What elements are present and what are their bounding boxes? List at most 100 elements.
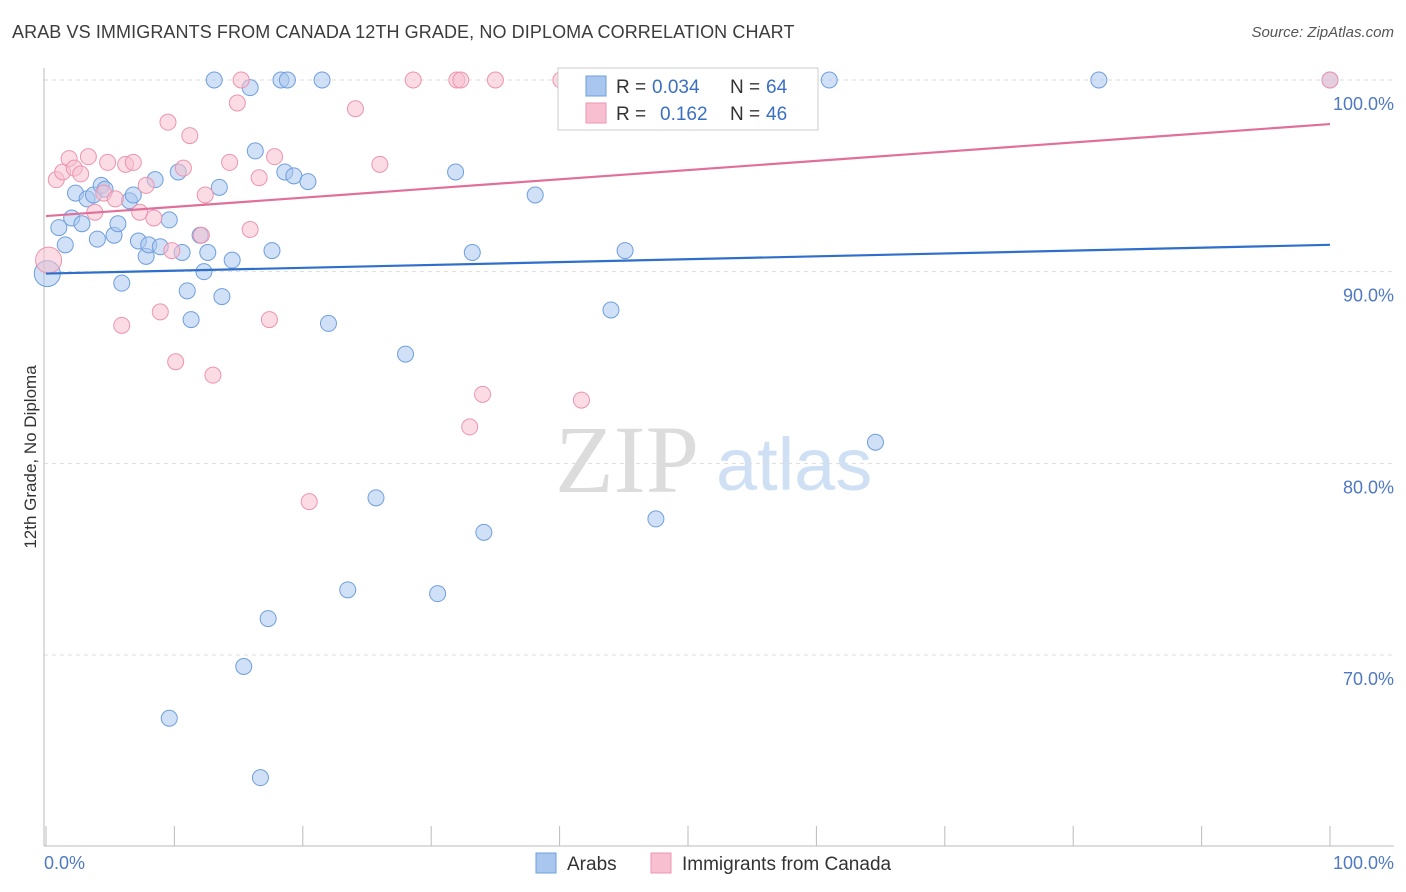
series-arabs (33, 71, 1339, 787)
x-tick-label-0: 0.0% (44, 853, 85, 873)
y-tick-label-70: 70.0% (1343, 669, 1394, 689)
bottom-legend-label-canada: Immigrants from Canada (682, 854, 892, 875)
arab-point-61 (1090, 71, 1108, 89)
arab-point-35 (246, 142, 264, 160)
canada-point-25 (204, 366, 222, 384)
canada-point-11 (113, 316, 131, 334)
y-tick-label-100: 100.0% (1333, 94, 1394, 114)
canada-point-29 (241, 221, 259, 238)
correlation-legend: R = 0.034 N = 64 R = 0.162 N = 46 (557, 67, 819, 131)
arab-point-38 (263, 242, 281, 260)
bottom-legend-label-arabs: Arabs (567, 854, 617, 875)
arab-point-57 (647, 510, 665, 528)
arab-point-21 (160, 211, 178, 229)
legend-n-label-arabs: N = (730, 77, 760, 98)
canada-point-16 (145, 209, 163, 227)
arab-point-12 (109, 215, 127, 233)
arab-point-47 (339, 581, 357, 599)
canada-point-22 (181, 127, 199, 145)
canada-point-19 (163, 242, 181, 260)
arab-point-51 (447, 163, 465, 181)
legend-swatch-arabs (585, 75, 607, 97)
canada-point-36 (404, 71, 422, 89)
legend-n-value-arabs: 64 (766, 77, 788, 98)
y-tick-labels: 70.0% 80.0% 90.0% 100.0% (1333, 94, 1394, 689)
arab-point-33 (235, 658, 253, 675)
arab-point-55 (602, 301, 620, 319)
arab-point-32 (223, 251, 241, 269)
arab-point-25 (182, 311, 200, 329)
gridlines (44, 79, 1394, 656)
canada-point-9 (99, 153, 117, 171)
arab-point-52 (463, 244, 481, 261)
watermark-atlas: atlas (716, 423, 872, 506)
legend-r-label-canada: R = (616, 104, 646, 125)
series-legend: Arabs Immigrants from Canada (535, 852, 892, 875)
arab-point-48 (367, 489, 385, 507)
y-tick-label-90: 90.0% (1343, 286, 1394, 306)
canada-point-24 (196, 186, 214, 204)
legend-r-label-arabs: R = (616, 77, 646, 98)
legend-swatch-canada (585, 102, 607, 124)
canada-point-31 (260, 311, 278, 329)
chart-title: ARAB VS IMMIGRANTS FROM CANADA 12TH GRAD… (12, 22, 795, 42)
arab-point-1 (50, 219, 68, 237)
arab-point-50 (429, 585, 447, 603)
arab-point-49 (397, 345, 415, 363)
arab-point-60 (866, 433, 884, 451)
canada-point-13 (124, 153, 142, 171)
canada-point-14 (131, 203, 149, 221)
watermark-zip: ZIP (555, 406, 699, 513)
arab-point-24 (178, 282, 196, 300)
arab-point-42 (285, 167, 303, 185)
canada-point-42 (572, 391, 590, 409)
legend-r-value-arabs: 0.034 (652, 77, 700, 98)
arab-point-27 (195, 263, 213, 281)
canada-point-18 (159, 113, 177, 131)
x-tick-label-100: 100.0% (1333, 853, 1394, 873)
canada-point-30 (250, 169, 268, 187)
arab-point-13 (113, 274, 131, 292)
trend-line-arabs (45, 243, 1331, 275)
arab-point-29 (205, 71, 223, 89)
canada-point-35 (371, 155, 389, 173)
canada-point-34 (346, 100, 364, 118)
x-ticks (45, 826, 1331, 846)
canada-point-17 (151, 303, 169, 321)
legend-r-value-canada: 0.162 (660, 104, 708, 125)
trend-line-canada (45, 122, 1331, 218)
bottom-legend-swatch-arabs (535, 852, 557, 874)
arab-point-2 (56, 236, 74, 254)
legend-n-value-canada: 46 (766, 104, 787, 125)
source-label: Source: ZipAtlas.com (1251, 24, 1394, 41)
canada-point-40 (486, 71, 504, 89)
arab-point-8 (88, 230, 106, 248)
canada-point-5 (72, 165, 90, 183)
arab-point-15 (124, 186, 142, 204)
canada-point-0 (35, 246, 63, 274)
canada-point-45 (1321, 71, 1339, 89)
arab-point-54 (526, 186, 544, 204)
arab-point-5 (73, 215, 91, 233)
canada-point-26 (221, 153, 239, 171)
y-axis-label: 12th Grade, No Diploma (21, 365, 40, 549)
canada-point-33 (300, 493, 318, 511)
axes (43, 68, 1394, 847)
trend-lines (45, 122, 1331, 275)
canada-point-39 (474, 385, 492, 403)
series-immigrants-from-canada (35, 71, 1339, 511)
bottom-legend-swatch-canada (650, 852, 672, 874)
legend-n-label-canada: N = (730, 104, 760, 125)
canada-point-23 (192, 226, 210, 244)
canada-point-44 (452, 71, 470, 89)
arab-point-43 (299, 173, 317, 191)
canada-point-6 (79, 148, 97, 166)
arab-point-30 (210, 178, 228, 196)
canada-point-15 (137, 176, 155, 194)
canada-point-28 (232, 71, 250, 89)
canada-point-32 (266, 148, 284, 166)
arab-point-44 (160, 709, 178, 727)
arab-point-46 (319, 314, 337, 332)
arab-point-31 (213, 288, 231, 306)
canada-point-38 (461, 418, 479, 436)
